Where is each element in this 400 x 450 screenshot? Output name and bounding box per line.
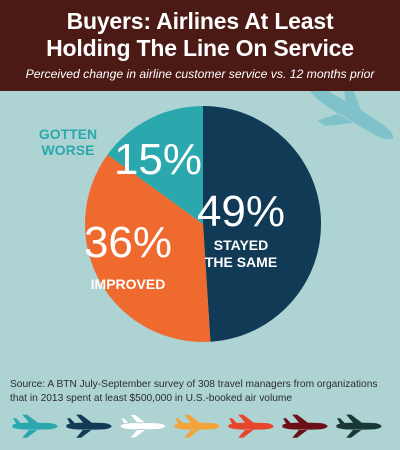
slice-percent-label: 49% [197, 187, 285, 236]
pie-slices [85, 105, 322, 343]
airplane-icon [310, 91, 394, 140]
slice-category-label: STAYED [214, 237, 268, 253]
page-title: Buyers: Airlines At Least Holding The Li… [46, 8, 354, 61]
pie-slice [85, 154, 211, 343]
source-note: Source: A BTN July-September survey of 3… [10, 379, 378, 404]
airplane-icon [66, 414, 112, 438]
slice-category-label: WORSE [42, 142, 95, 158]
airplane-icon [228, 414, 274, 438]
slice-category-label: THE SAME [205, 254, 277, 270]
airplane-icon [310, 91, 394, 140]
airplane-icon [174, 414, 220, 438]
airplane-icon [282, 414, 328, 438]
slice-percent-label: 15% [114, 135, 202, 184]
page-subtitle: Perceived change in airline customer ser… [25, 67, 375, 81]
pie-slice [107, 106, 203, 224]
airplane-icon [120, 414, 166, 438]
slice-category-label: IMPROVED [91, 276, 166, 292]
header-banner: Buyers: Airlines At Least Holding The Li… [0, 0, 400, 91]
airplane-icon [336, 414, 382, 438]
airplane-row [12, 414, 382, 438]
pie-slice [203, 105, 322, 342]
slice-percent-label: 36% [84, 218, 172, 267]
airplane-icon [12, 414, 58, 438]
slice-category-label: GOTTEN [39, 126, 97, 142]
